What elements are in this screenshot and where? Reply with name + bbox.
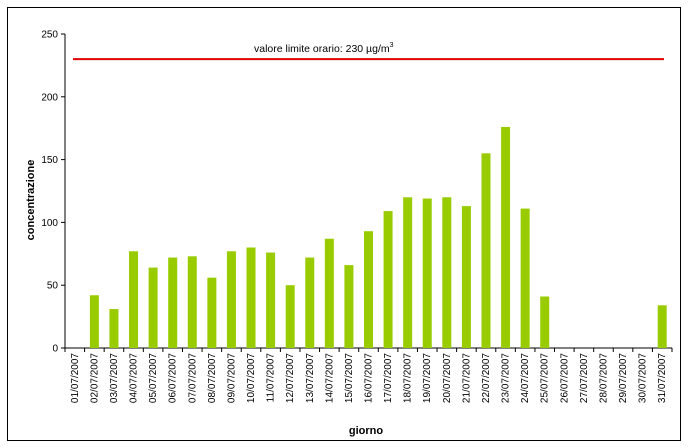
- bar: [403, 197, 413, 348]
- x-tick-label: 21/07/2007: [461, 353, 472, 403]
- x-tick-label: 23/07/2007: [501, 353, 512, 403]
- bar: [207, 277, 217, 348]
- x-tick-label: 11/07/2007: [266, 353, 277, 403]
- y-axis-title: concentrazione: [25, 160, 37, 241]
- x-tick-label: 25/07/2007: [540, 353, 551, 403]
- bar: [168, 257, 178, 348]
- bar: [520, 208, 530, 348]
- y-tick-label: 150: [41, 155, 58, 166]
- x-tick-label: 29/07/2007: [618, 353, 629, 403]
- x-tick-label: 24/07/2007: [520, 353, 531, 403]
- bar: [501, 126, 511, 348]
- x-tick-label: 20/07/2007: [442, 353, 453, 403]
- x-tick-label: 19/07/2007: [422, 353, 433, 403]
- bar: [481, 153, 491, 348]
- bar: [442, 197, 452, 348]
- bar: [89, 295, 99, 348]
- bar: [657, 305, 667, 348]
- bar: [129, 251, 139, 348]
- x-tick-label: 26/07/2007: [559, 353, 570, 403]
- bar: [266, 252, 276, 348]
- x-tick-label: 13/07/2007: [305, 353, 316, 403]
- x-tick-label: 09/07/2007: [226, 353, 237, 403]
- bar: [187, 256, 197, 348]
- bar: [344, 265, 354, 348]
- x-tick-label: 07/07/2007: [187, 353, 198, 403]
- bar: [148, 267, 158, 348]
- reference-line-label: valore limite orario: 230 µg/m3: [254, 42, 394, 55]
- bar: [285, 285, 295, 348]
- x-tick-label: 10/07/2007: [246, 353, 257, 403]
- x-tick-label: 16/07/2007: [364, 353, 375, 403]
- bar: [305, 257, 315, 348]
- x-tick-label: 18/07/2007: [403, 353, 414, 403]
- reference-line-label-text: valore limite orario: 230 µg/m: [254, 43, 390, 55]
- y-tick-label: 200: [41, 92, 58, 103]
- x-tick-label: 02/07/2007: [89, 353, 100, 403]
- y-tick-label: 100: [41, 218, 58, 229]
- bar: [383, 211, 393, 348]
- x-tick-label: 01/07/2007: [70, 353, 81, 403]
- bar: [422, 198, 432, 348]
- y-tick-label: 50: [47, 281, 59, 292]
- y-tick-label: 250: [41, 30, 58, 41]
- x-tick-label: 12/07/2007: [285, 353, 296, 403]
- y-tick-label: 0: [52, 344, 58, 355]
- x-tick-label: 03/07/2007: [109, 353, 120, 403]
- reference-line-label-superscript: 3: [390, 42, 394, 49]
- x-tick-label: 08/07/2007: [207, 353, 218, 403]
- x-tick-label: 05/07/2007: [148, 353, 159, 403]
- x-tick-label: 17/07/2007: [383, 353, 394, 403]
- plot-area: 0 50 100 150 200 250 01/07/2007 02/07/2007 03/07…: [41, 30, 673, 403]
- bar: [363, 231, 374, 348]
- x-tick-label: 28/07/2007: [598, 353, 609, 403]
- x-tick-label: 30/07/2007: [638, 353, 649, 403]
- x-tick-label: 06/07/2007: [168, 353, 179, 403]
- bar: [461, 206, 471, 348]
- x-axis-title: giorno: [349, 425, 383, 437]
- x-tick-label: 27/07/2007: [579, 353, 590, 403]
- x-tick-label: 14/07/2007: [324, 353, 335, 403]
- bar: [540, 296, 550, 348]
- x-tick-label: 04/07/2007: [129, 353, 140, 403]
- x-tick-label: 15/07/2007: [344, 353, 355, 403]
- x-tick-label: 22/07/2007: [481, 353, 492, 403]
- bar: [109, 309, 119, 348]
- bar: [324, 238, 334, 348]
- bar: [226, 251, 236, 348]
- outer-frame: [7, 7, 681, 441]
- bar: [246, 247, 256, 348]
- x-tick-label: 31/07/2007: [657, 353, 668, 403]
